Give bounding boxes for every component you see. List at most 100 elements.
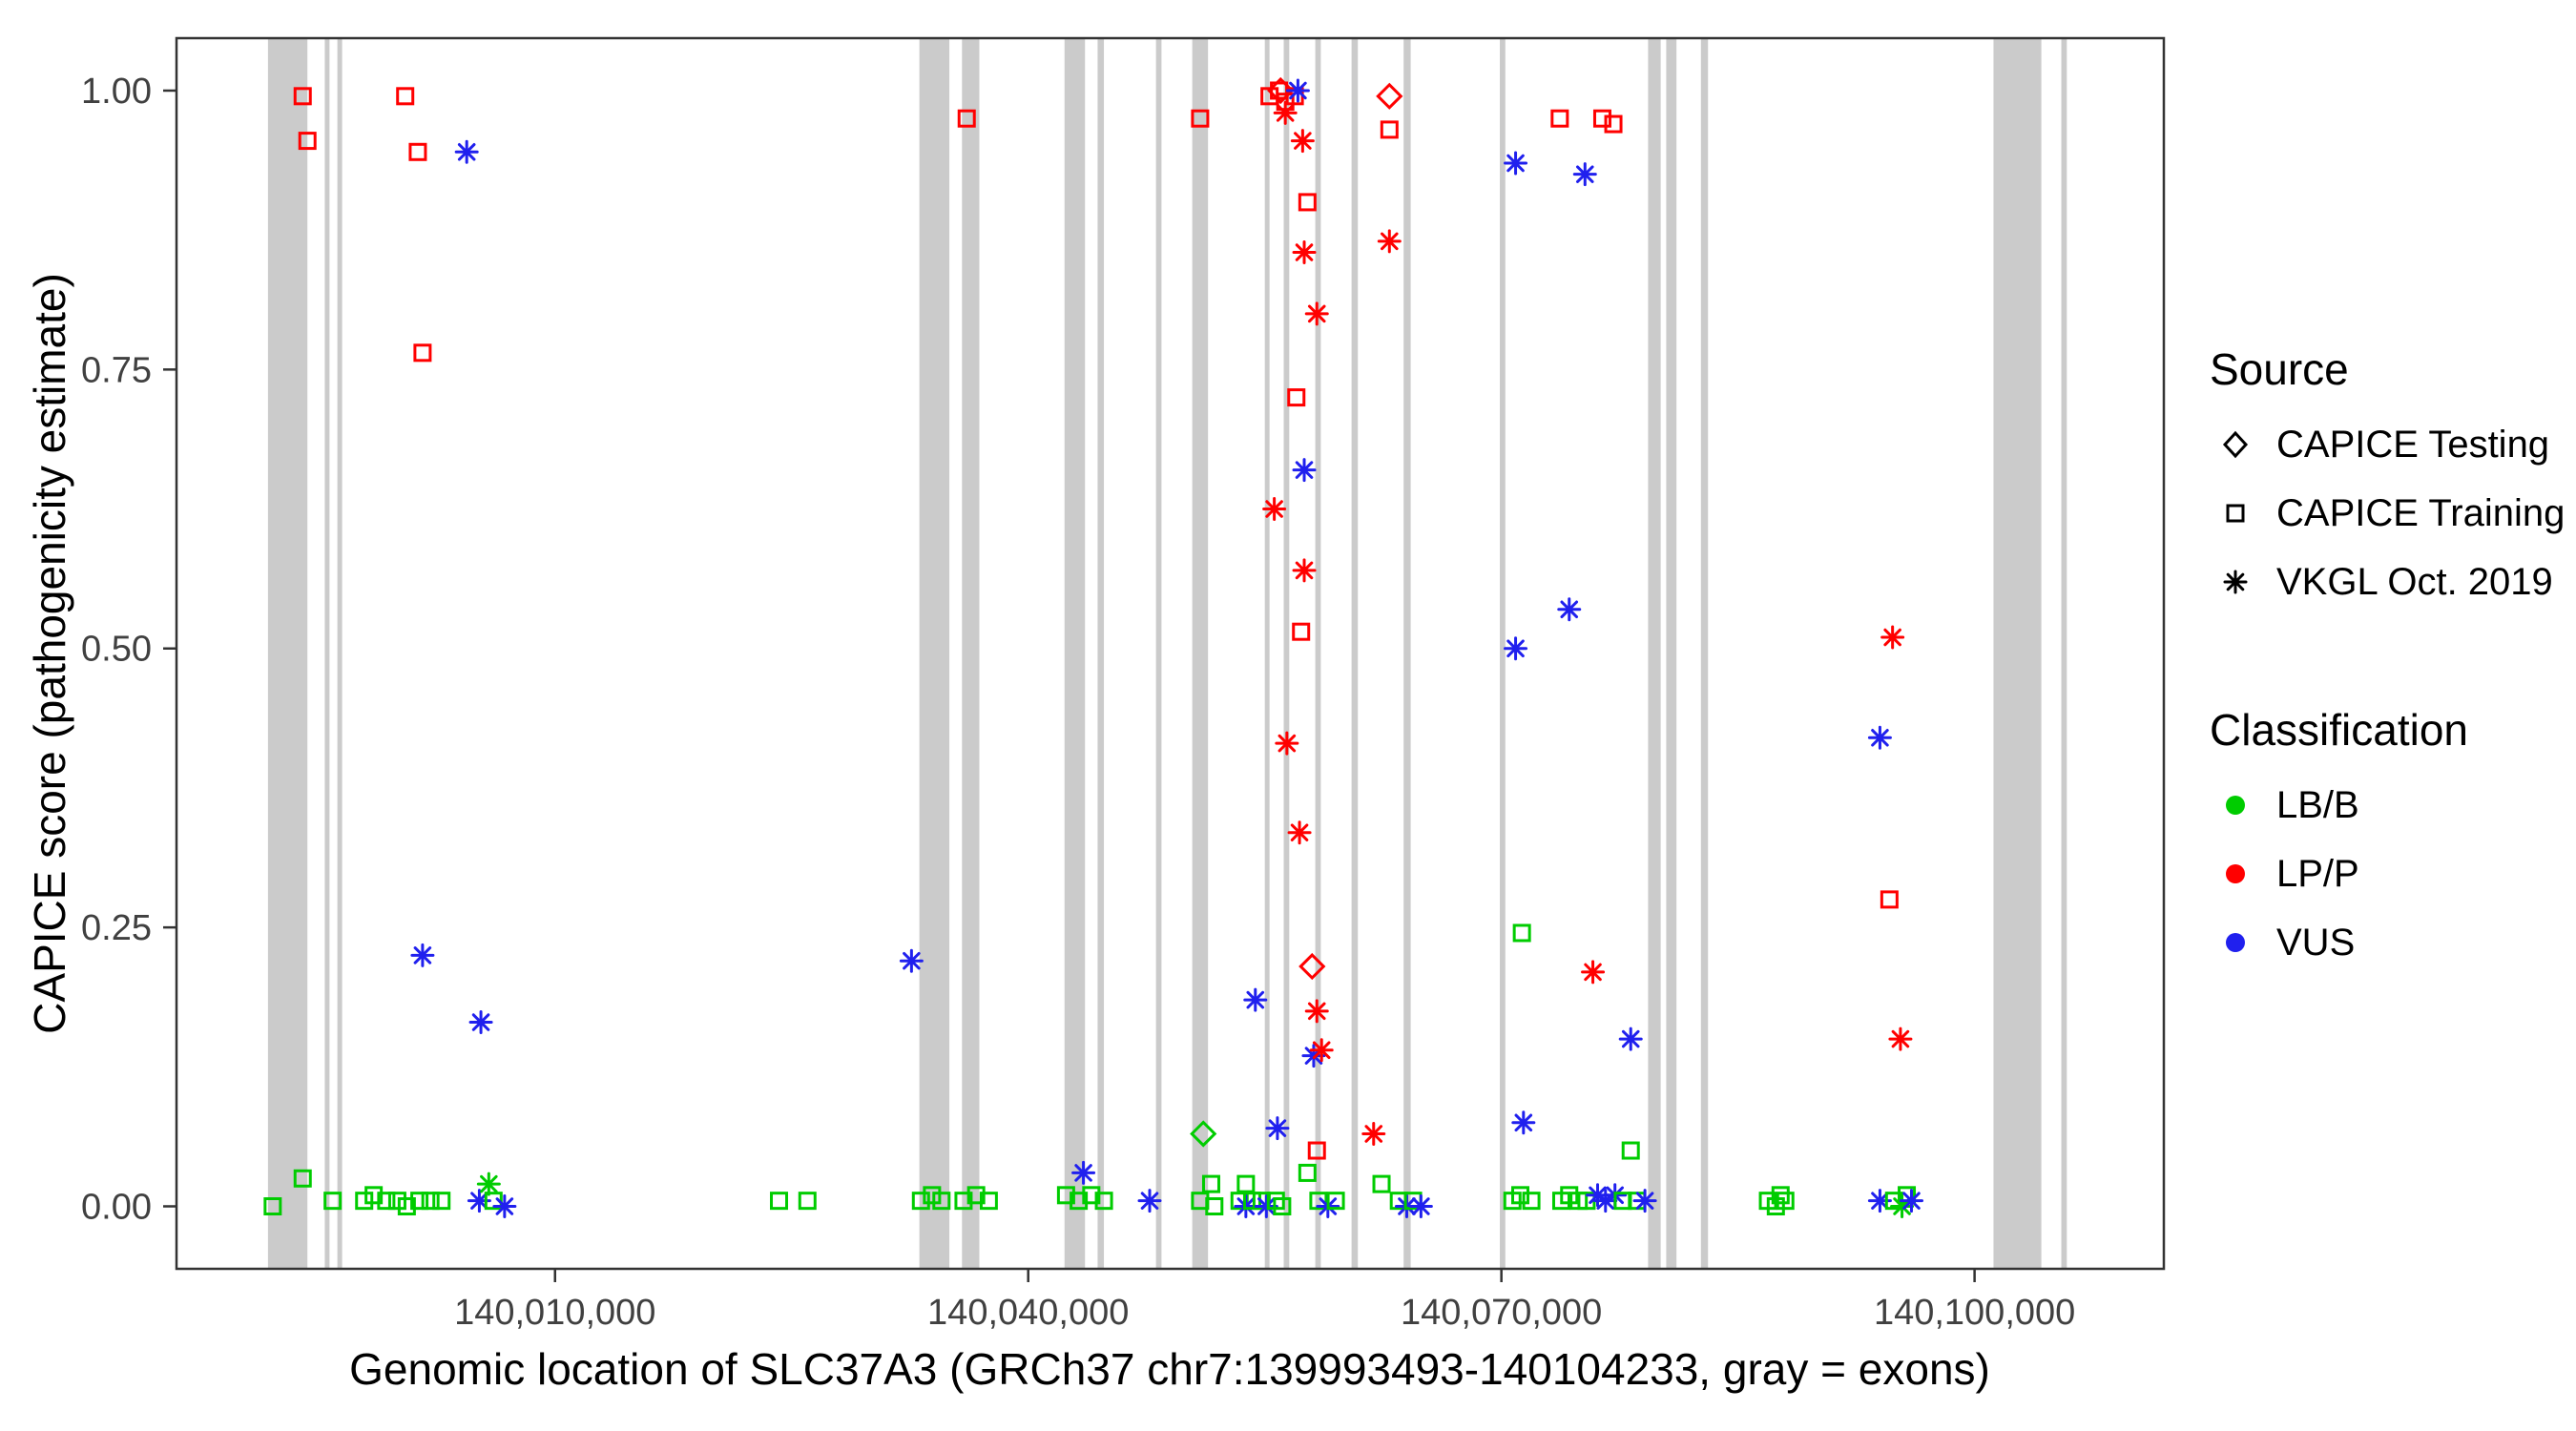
data-point (1504, 151, 1528, 176)
data-point (1888, 1027, 1913, 1051)
x-axis-title: Genomic location of SLC37A3 (GRCh37 chr7… (349, 1344, 1990, 1394)
legend-item-label: VUS (2276, 921, 2356, 964)
data-point (410, 943, 435, 967)
data-point (1766, 1197, 1785, 1216)
data-point (1137, 1189, 1162, 1213)
data-point (1504, 636, 1528, 661)
data-point (484, 1192, 503, 1211)
data-point (1287, 388, 1306, 407)
data-point (1621, 1141, 1640, 1160)
legend-item-label: CAPICE Training (2276, 491, 2566, 534)
data-point (1290, 129, 1315, 154)
data-point (1287, 820, 1312, 845)
data-point (1376, 82, 1403, 110)
data-point (1550, 109, 1569, 128)
data-point (377, 1192, 396, 1211)
data-point (355, 1192, 374, 1211)
legend-item-capice-training: CAPICE Training (2210, 479, 2565, 548)
data-point (1236, 1174, 1256, 1193)
data-point (263, 1197, 282, 1216)
data-point (1867, 725, 1892, 750)
data-point (454, 139, 479, 164)
data-point (1380, 120, 1399, 139)
data-point (1899, 1189, 1923, 1213)
data-point (1632, 1189, 1657, 1213)
exon-band (919, 38, 950, 1269)
exon-band (1264, 38, 1270, 1269)
y-axis-title: CAPICE score (pathogenicity estimate) (25, 273, 74, 1034)
legend-classification-title: Classification (2210, 705, 2468, 755)
data-point (1298, 952, 1326, 981)
data-point (323, 1192, 343, 1211)
data-point (1326, 1192, 1345, 1211)
data-point (1408, 1194, 1433, 1219)
legend-item-label: LP/P (2276, 852, 2359, 895)
data-point (1243, 987, 1268, 1012)
y-tick-label: 0.00 (81, 1188, 152, 1228)
data-point (1094, 1192, 1113, 1211)
data-point (957, 109, 976, 128)
legend-item-lpp: LP/P (2210, 840, 2565, 908)
exon-band (1097, 38, 1105, 1269)
data-point (1511, 1186, 1530, 1205)
y-tick-label: 0.50 (81, 630, 152, 670)
data-point (932, 1192, 951, 1211)
data-point (979, 1192, 998, 1211)
exon-band (1666, 38, 1677, 1269)
data-point (1372, 1174, 1391, 1193)
exon-band (324, 38, 330, 1269)
exon-band (1403, 38, 1411, 1269)
data-point (408, 142, 427, 161)
exon-band (1155, 38, 1162, 1269)
data-point (1604, 114, 1623, 134)
exon-band (267, 38, 308, 1269)
legend-item-label: CAPICE Testing (2276, 423, 2550, 466)
legend-item-vus: VUS (2210, 908, 2565, 977)
x-tick-label: 140,100,000 (1874, 1293, 2075, 1333)
square-outline-icon (2213, 491, 2257, 535)
data-point (293, 1169, 312, 1188)
data-point (1292, 558, 1317, 583)
data-point (1273, 100, 1298, 125)
data-point (1298, 193, 1317, 212)
data-point (1361, 1121, 1386, 1146)
data-point (954, 1192, 973, 1211)
data-point (1273, 1197, 1292, 1216)
data-point (1377, 229, 1402, 254)
data-point (298, 132, 317, 151)
data-point (413, 343, 432, 363)
data-point (1292, 458, 1317, 483)
data-point (1201, 1174, 1220, 1193)
data-point (1898, 1186, 1917, 1205)
data-point (1512, 923, 1531, 943)
data-point (432, 1192, 451, 1211)
data-point (1285, 78, 1310, 103)
x-tick-label: 140,010,000 (454, 1293, 655, 1333)
exon-band (1700, 38, 1709, 1269)
data-point (1267, 76, 1295, 105)
data-point (1275, 731, 1299, 756)
data-point (1560, 1186, 1579, 1205)
green-dot-icon (2213, 783, 2257, 827)
data-point (492, 1194, 517, 1219)
data-point (1880, 890, 1899, 909)
data-point (468, 1010, 493, 1035)
legend-source-title: Source (2210, 344, 2349, 394)
data-point (1309, 1192, 1328, 1211)
data-point (1265, 1116, 1290, 1141)
y-tick-label: 0.75 (81, 350, 152, 390)
data-point (364, 1186, 384, 1205)
data-point (966, 1186, 986, 1205)
data-point (1307, 1141, 1326, 1160)
data-point (1776, 1192, 1795, 1211)
data-point (1572, 162, 1597, 187)
asterisk-icon (2213, 560, 2257, 604)
exon-band (337, 38, 343, 1269)
legend-group-source: Source CAPICE Testing CAPICE Training (2210, 343, 2565, 616)
y-tick-label: 1.00 (81, 72, 152, 112)
legend-item-vkgl: VKGL Oct. 2019 (2210, 548, 2565, 616)
y-tick-label: 0.25 (81, 908, 152, 948)
legend-item-capice-testing: CAPICE Testing (2210, 410, 2565, 479)
